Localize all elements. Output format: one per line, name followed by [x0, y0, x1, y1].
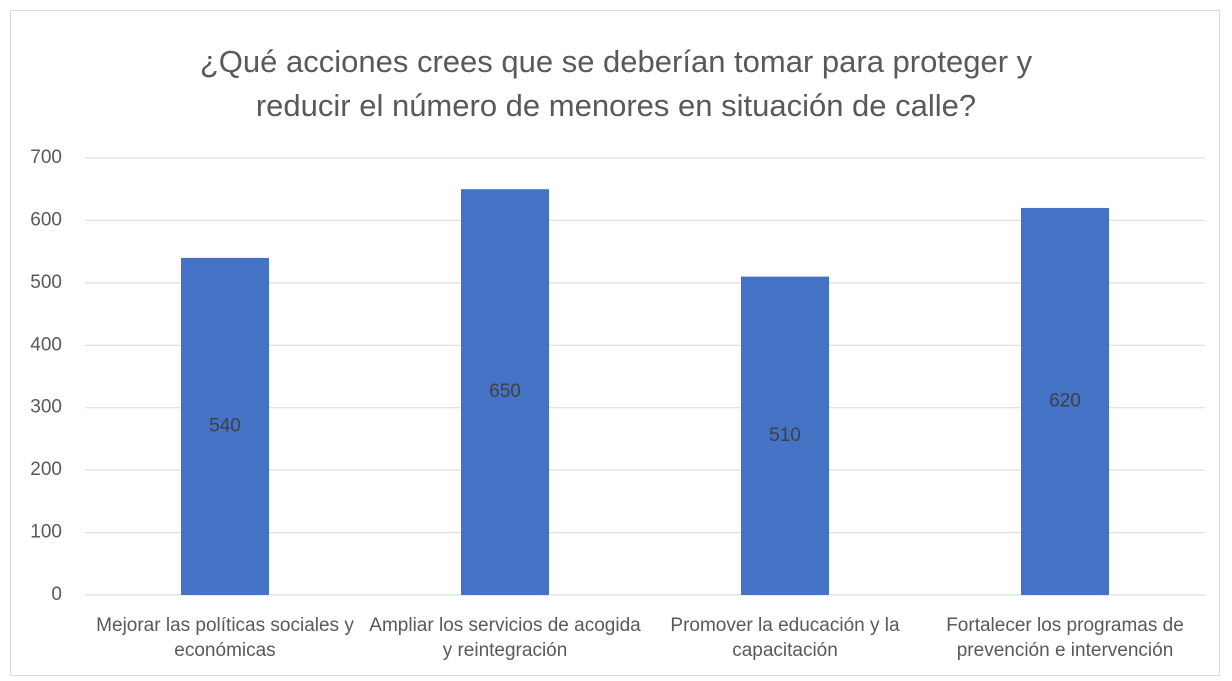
data-label: 510 — [769, 425, 801, 446]
bar — [1021, 207, 1109, 595]
y-tick-label: 300 — [30, 397, 62, 418]
x-tick-label: Promover la educación y la capacitación — [670, 615, 900, 661]
data-label: 540 — [209, 415, 241, 436]
y-tick-label: 500 — [30, 272, 62, 293]
y-tick-label: 200 — [30, 459, 62, 480]
data-label: 650 — [489, 381, 521, 402]
chart-border — [10, 10, 1220, 676]
bar — [181, 257, 269, 595]
chart-title: ¿Qué acciones crees que se deberían toma… — [199, 44, 1033, 123]
x-tick-label: Ampliar los servicios de acogida y reint… — [369, 615, 641, 661]
y-tick-label: 700 — [30, 147, 62, 168]
y-tick-label: 100 — [30, 522, 62, 543]
y-tick-label: 600 — [30, 209, 62, 230]
data-label: 620 — [1049, 390, 1081, 411]
x-tick-label: Mejorar las políticas sociales y económi… — [96, 615, 354, 661]
bar — [741, 276, 829, 595]
x-tick-label: Fortalecer los programas de prevención e… — [946, 615, 1184, 661]
y-tick-label: 0 — [51, 584, 62, 605]
y-tick-label: 400 — [30, 334, 62, 355]
bar — [461, 189, 549, 595]
